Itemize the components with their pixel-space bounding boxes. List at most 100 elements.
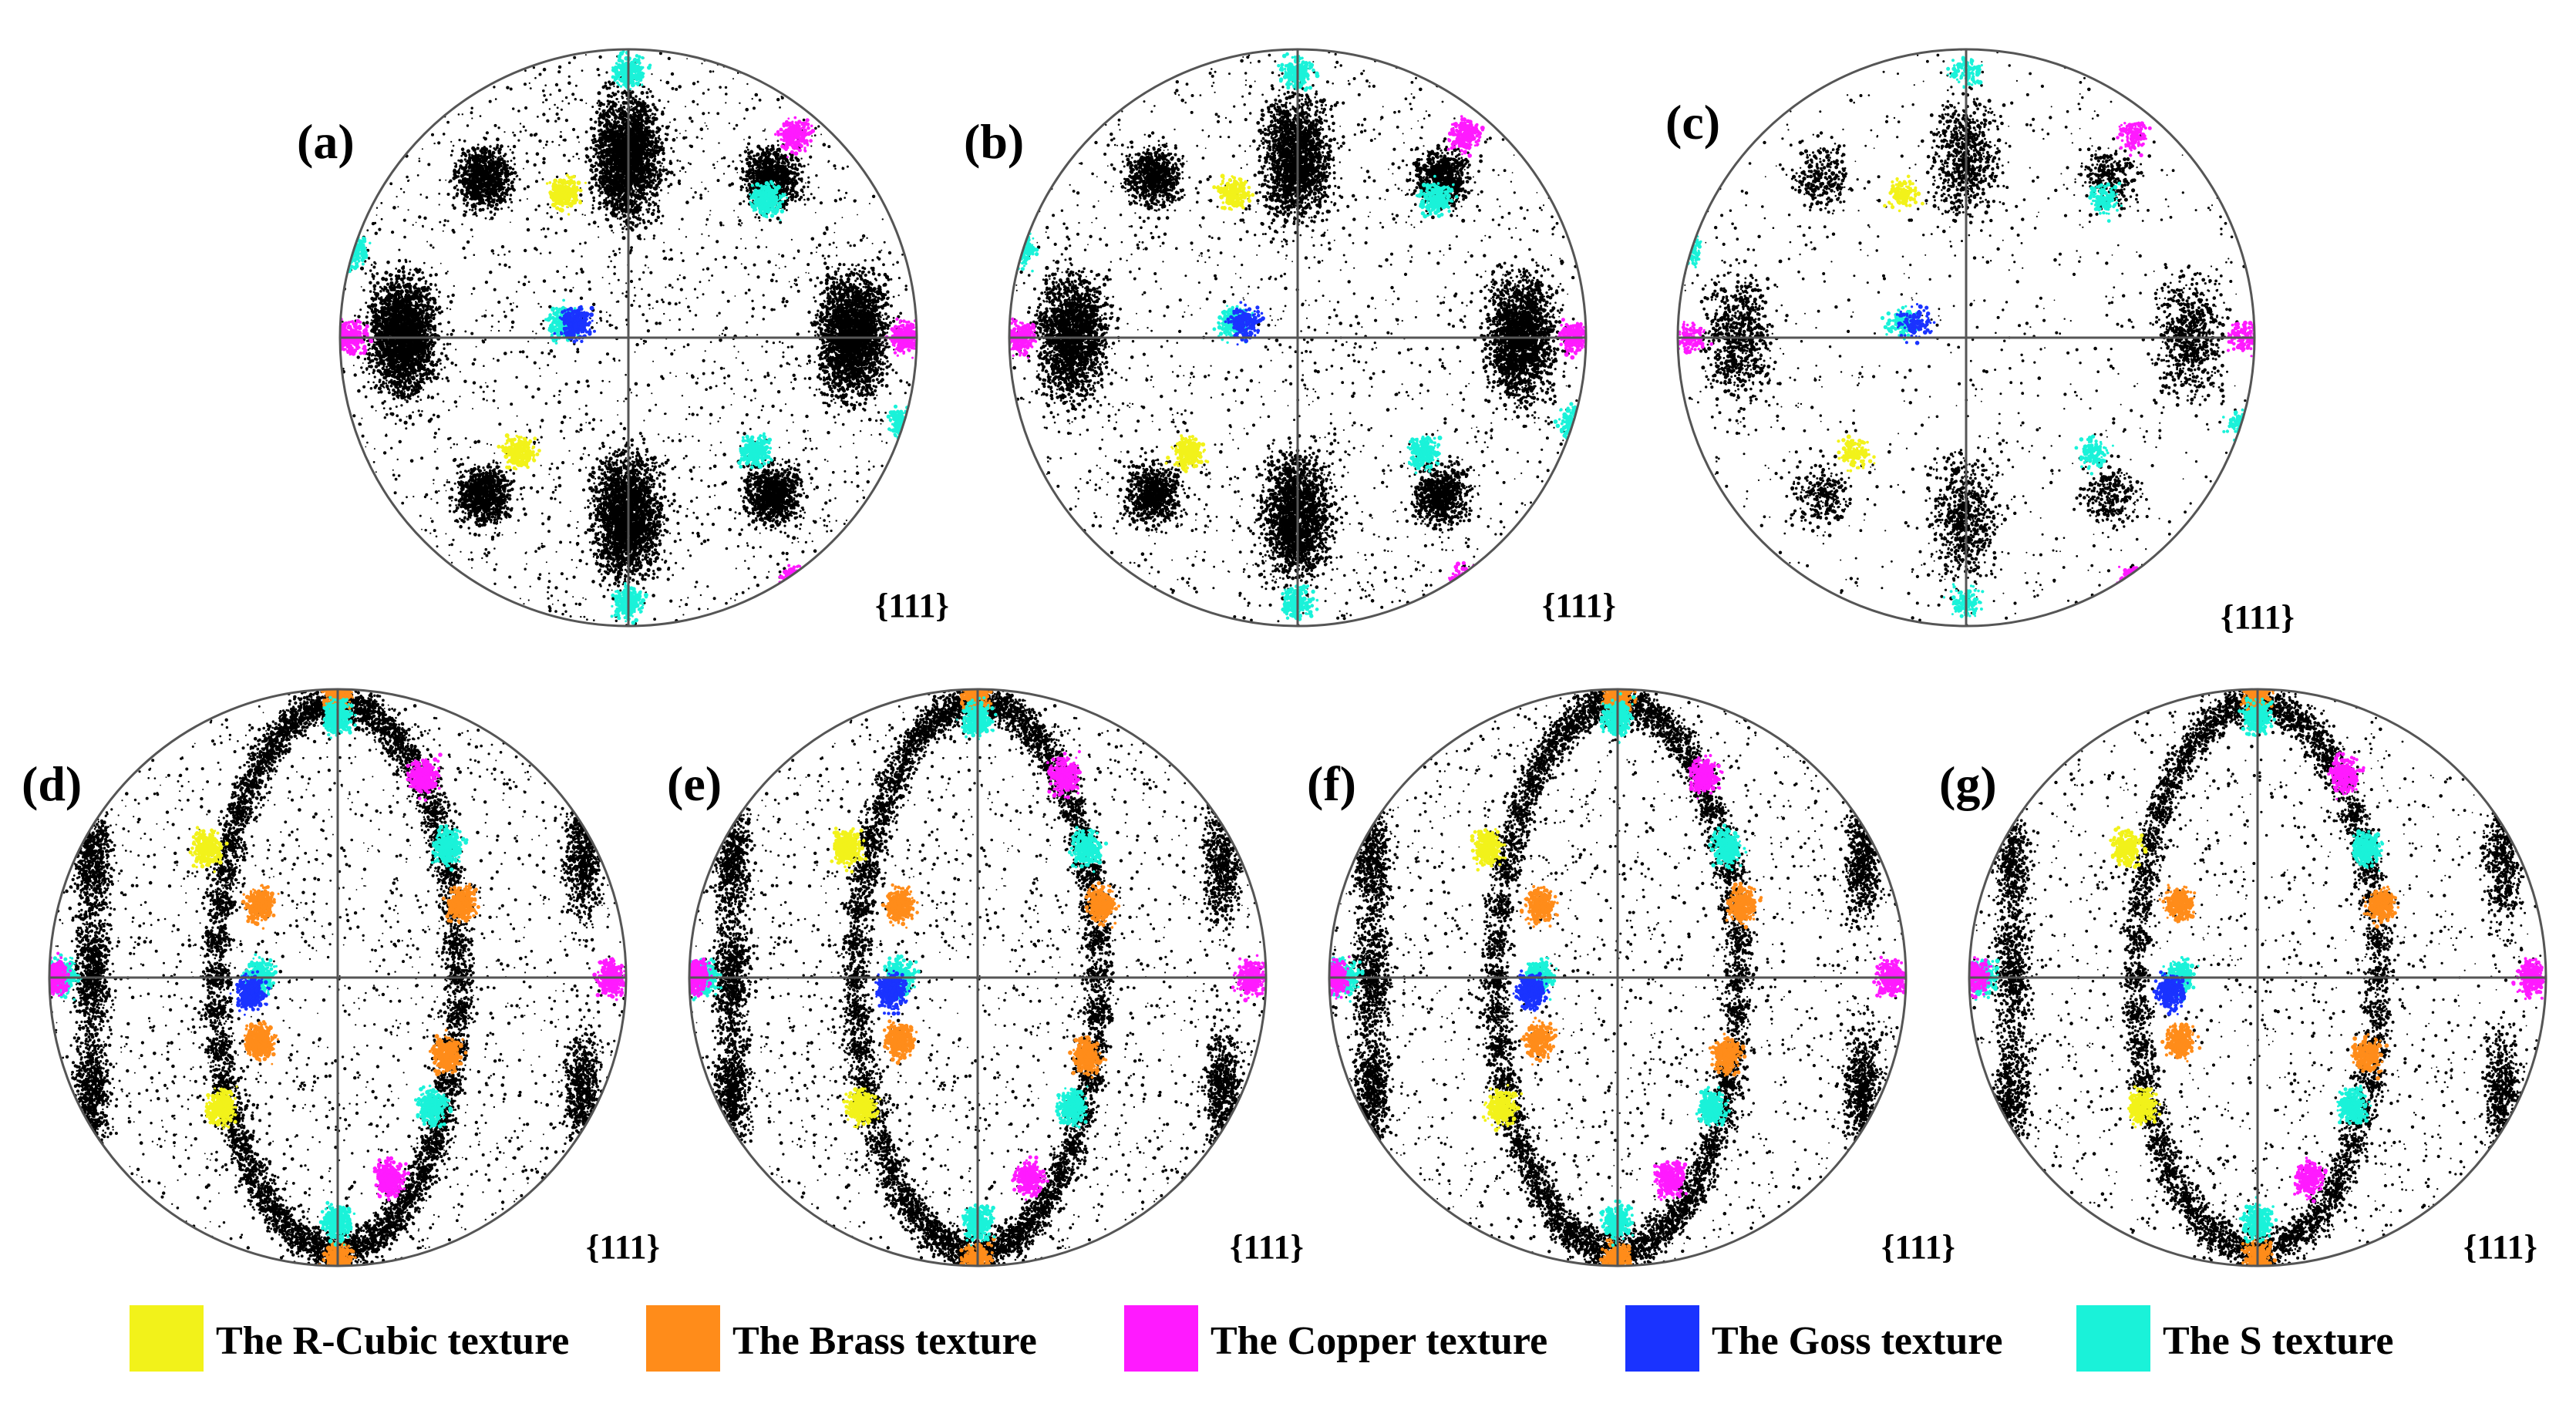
- density-lobe: [577, 435, 676, 604]
- brass-component: [241, 884, 280, 930]
- legend-label: The R-Cubic texture: [216, 1319, 569, 1363]
- brass-component: [1520, 1017, 1557, 1066]
- density-band: [864, 1122, 903, 1165]
- brass-component: [2160, 1022, 2201, 1062]
- legend-label: The Brass texture: [732, 1319, 1037, 1363]
- panel-label: (g): [1939, 756, 1997, 811]
- r-cubic-component: [497, 433, 540, 470]
- brass-component: [881, 884, 919, 929]
- plane-label: {111}: [2463, 1228, 2537, 1266]
- plane-label: {111}: [586, 1228, 660, 1266]
- plane-label: {111}: [1881, 1228, 1955, 1266]
- plane-label: {111}: [2221, 598, 2295, 636]
- density-band: [557, 785, 608, 943]
- copper-component: [2116, 121, 2152, 157]
- density-lobe: [584, 69, 677, 249]
- pole-figure-f: (f) {111}: [1307, 673, 1955, 1284]
- density-band: [1719, 993, 1755, 1037]
- s-component: [1943, 583, 1985, 618]
- texture-legend: The R-Cubic texture The Brass texture Th…: [130, 1305, 2393, 1372]
- brass-component: [1520, 885, 1559, 928]
- r-cubic-component: [1837, 435, 1875, 473]
- density-band: [202, 884, 241, 930]
- density-lobe: [354, 261, 454, 426]
- brass-component: [244, 1020, 279, 1065]
- density-band: [1838, 788, 1888, 947]
- density-band: [2362, 923, 2396, 962]
- density-lobe: [1118, 458, 1190, 534]
- copper-component: [2116, 566, 2150, 600]
- pole-figure-a: (a) {111}: [297, 49, 949, 627]
- s-component: [2336, 1085, 2372, 1125]
- legend-item-s: The S texture: [2076, 1305, 2393, 1372]
- legend-item-copper: The Copper texture: [1124, 1305, 1547, 1372]
- density-lobe: [1406, 140, 1483, 222]
- density-band: [1721, 953, 1758, 998]
- density-lobe: [2147, 261, 2238, 426]
- s-component: [1554, 402, 1595, 446]
- r-cubic-component: [1883, 175, 1924, 213]
- density-lobe: [737, 457, 814, 540]
- legend-item-brass: The Brass texture: [646, 1305, 1037, 1372]
- legend-swatch: [1124, 1305, 1198, 1372]
- density-lobe: [443, 458, 526, 537]
- legend-item-goss: The Goss texture: [1625, 1305, 2002, 1372]
- copper-component: [2227, 321, 2265, 358]
- s-component: [737, 433, 773, 470]
- density-band: [200, 954, 237, 1003]
- density-band: [69, 903, 121, 1062]
- density-lobe: [1246, 79, 1345, 247]
- s-component: [887, 405, 924, 446]
- copper-component: [373, 1156, 411, 1202]
- panel-label: (b): [964, 114, 1024, 169]
- panel-label: (f): [1307, 756, 1356, 811]
- legend-swatch: [2076, 1305, 2150, 1372]
- plane-label: {111}: [1542, 587, 1616, 624]
- s-component: [2088, 182, 2123, 223]
- density-lobe: [2075, 454, 2147, 534]
- density-lobe: [1914, 84, 2011, 242]
- legend-item-r-cubic: The R-Cubic texture: [130, 1305, 569, 1372]
- s-component: [2222, 406, 2263, 446]
- s-component: [1002, 231, 1039, 272]
- brass-component: [883, 1019, 918, 1065]
- density-lobe: [1786, 140, 1859, 214]
- legend-label: The S texture: [2163, 1319, 2393, 1363]
- panel-label: (e): [667, 756, 722, 811]
- density-lobe: [1023, 244, 1122, 423]
- r-cubic-component: [1470, 828, 1507, 871]
- density-band: [1078, 919, 1116, 964]
- density-band: [1349, 1016, 1400, 1179]
- plane-label: {111}: [1230, 1228, 1304, 1266]
- s-component: [2075, 435, 2114, 476]
- panel-label: (d): [22, 756, 82, 811]
- pole-figure-e: (e) {111}: [667, 669, 1304, 1286]
- legend-label: The Goss texture: [1712, 1319, 2002, 1363]
- s-component: [1281, 584, 1318, 621]
- legend-label: The Copper texture: [1211, 1319, 1547, 1363]
- density-band: [1195, 769, 1248, 943]
- plane-label: {111}: [875, 587, 949, 624]
- density-lobe: [1113, 140, 1190, 220]
- s-component: [1946, 56, 1983, 89]
- legend-swatch: [130, 1305, 204, 1372]
- density-band: [1473, 957, 1512, 1001]
- pole-figure-d: (d) {111}: [22, 676, 660, 1283]
- brass-component: [2159, 884, 2197, 923]
- legend-swatch: [646, 1305, 720, 1372]
- pole-figure-c: (c) {111}: [1665, 49, 2295, 637]
- s-component: [611, 50, 652, 90]
- density-band: [1481, 918, 1516, 959]
- density-band: [2479, 773, 2525, 942]
- density-band: [1047, 1152, 1083, 1193]
- panel-label: (a): [297, 114, 355, 169]
- pole-figure-b: (b) {111}: [964, 49, 1616, 628]
- legend-swatch: [1625, 1305, 1699, 1372]
- pole-figure-density-marks: [37, 676, 631, 1283]
- brass-component: [1709, 1032, 1747, 1076]
- density-band: [2121, 995, 2157, 1036]
- pole-figure-g: (g) {111}: [1939, 674, 2551, 1281]
- panel-label: (c): [1665, 95, 1720, 150]
- copper-component: [2293, 1156, 2328, 1203]
